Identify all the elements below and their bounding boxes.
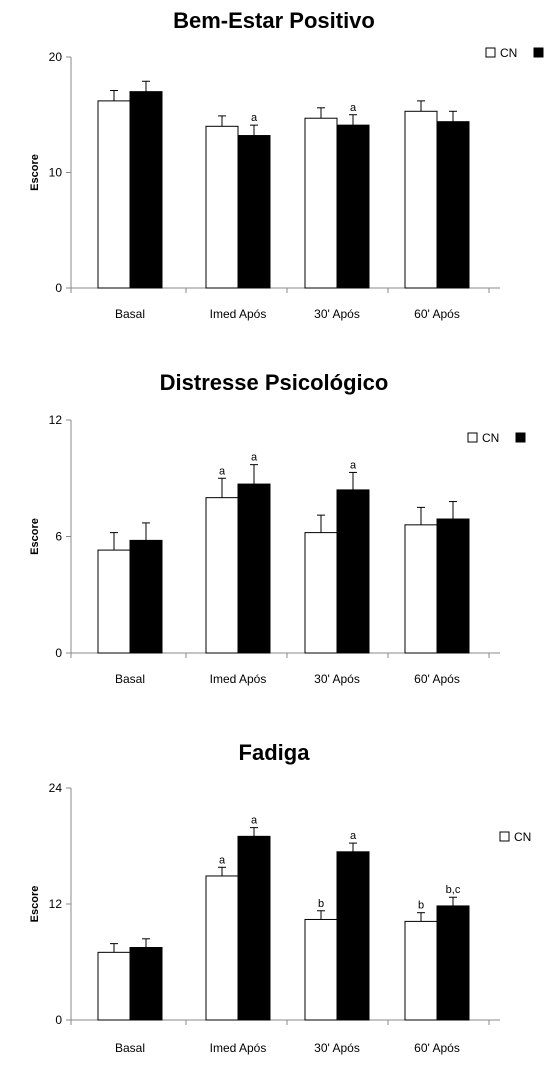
bar-filled xyxy=(436,518,470,654)
bar-filled xyxy=(336,851,370,1021)
bar-cn xyxy=(97,549,131,654)
x-tick-label: 60' Após xyxy=(414,672,460,686)
x-tick-label: 60' Após xyxy=(414,1041,460,1055)
x-tick-label: 30' Após xyxy=(314,307,360,321)
legend-swatch-filled xyxy=(515,432,526,443)
bar-filled xyxy=(336,124,370,289)
significance-label: a xyxy=(350,459,357,471)
significance-label: a xyxy=(219,854,226,866)
bar-filled xyxy=(237,483,271,654)
legend-label-cn: CN xyxy=(500,46,517,60)
legend-label-cn: CN xyxy=(482,431,499,445)
x-tick-label: Basal xyxy=(115,672,145,686)
bar-cn xyxy=(97,100,131,289)
chart-distresse-psicologico: Distresse Psicológico Escore 0 6 12 Basal Imed… xyxy=(29,370,526,686)
bar-filled xyxy=(436,121,470,289)
bar-cn xyxy=(97,951,131,1021)
y-tick-label: 0 xyxy=(55,1013,62,1027)
chart-panel-1: Bem-Estar Positivo Escore 0 10 20 Basal Imed A… xyxy=(0,0,549,330)
bar-filled xyxy=(237,835,271,1021)
significance-label: a xyxy=(251,112,258,124)
x-tick-label: Imed Após xyxy=(210,1041,267,1055)
significance-label: a xyxy=(251,815,258,827)
legend-swatch-cn xyxy=(467,432,478,443)
y-tick-label: 20 xyxy=(49,50,63,64)
y-tick-label: 12 xyxy=(49,413,63,427)
legend-swatch-cn xyxy=(499,831,510,842)
x-tick-label: Basal xyxy=(115,307,145,321)
y-tick-label: 0 xyxy=(55,646,62,660)
y-tick-label: 0 xyxy=(55,281,62,295)
x-tick-label: 30' Após xyxy=(314,672,360,686)
x-tick-label: 30' Após xyxy=(314,1041,360,1055)
legend-swatch-cn xyxy=(485,47,496,58)
bar-filled xyxy=(237,135,271,289)
y-tick-label: 10 xyxy=(49,166,63,180)
x-tick-label: Imed Após xyxy=(210,672,267,686)
chart-title: Bem-Estar Positivo xyxy=(173,8,375,33)
bar-filled xyxy=(129,91,163,289)
significance-label: b xyxy=(418,900,424,912)
significance-label: a xyxy=(251,452,258,464)
x-tick-label: 60' Após xyxy=(414,307,460,321)
bar-cn xyxy=(304,918,338,1021)
y-tick-label: 6 xyxy=(55,530,62,544)
x-tick-label: Basal xyxy=(115,1041,145,1055)
chart-title: Distresse Psicológico xyxy=(160,370,389,395)
y-tick-label: 12 xyxy=(49,897,63,911)
significance-label: b,c xyxy=(446,884,461,896)
chart-panel-3: Fadiga Escore 0 12 24 Basal Imed Após 30' Após 6… xyxy=(0,730,549,1067)
y-axis-label: Escore xyxy=(29,518,41,555)
bar-cn xyxy=(205,497,239,654)
chart-title: Fadiga xyxy=(239,740,311,765)
bar-cn xyxy=(205,875,239,1021)
bar-cn xyxy=(304,117,338,289)
bar-filled xyxy=(436,905,470,1021)
bar-filled xyxy=(129,947,163,1021)
chart-fadiga: Fadiga Escore 0 12 24 Basal Imed Após 30' Após 6… xyxy=(29,740,531,1055)
bar-cn xyxy=(404,524,438,654)
bar-cn xyxy=(205,125,239,289)
significance-label: b xyxy=(318,898,324,910)
y-tick-label: 24 xyxy=(49,781,63,795)
y-axis-label: Escore xyxy=(29,154,41,191)
y-axis-label: Escore xyxy=(29,886,41,923)
x-tick-label: Imed Após xyxy=(210,307,267,321)
bar-filled xyxy=(336,489,370,654)
bar-cn xyxy=(404,110,438,289)
chart-panel-2: Distresse Psicológico Escore 0 6 12 Basal Imed… xyxy=(0,360,549,700)
legend-label-cn: CN xyxy=(514,830,531,844)
bar-cn xyxy=(404,920,438,1021)
significance-label: a xyxy=(219,465,226,477)
legend-swatch-filled xyxy=(533,47,544,58)
significance-label: a xyxy=(350,102,357,114)
chart-bem-estar-positivo: Bem-Estar Positivo Escore 0 10 20 Basal Imed A… xyxy=(29,8,544,321)
significance-label: a xyxy=(350,830,357,842)
bar-cn xyxy=(304,532,338,654)
bar-filled xyxy=(129,539,163,654)
